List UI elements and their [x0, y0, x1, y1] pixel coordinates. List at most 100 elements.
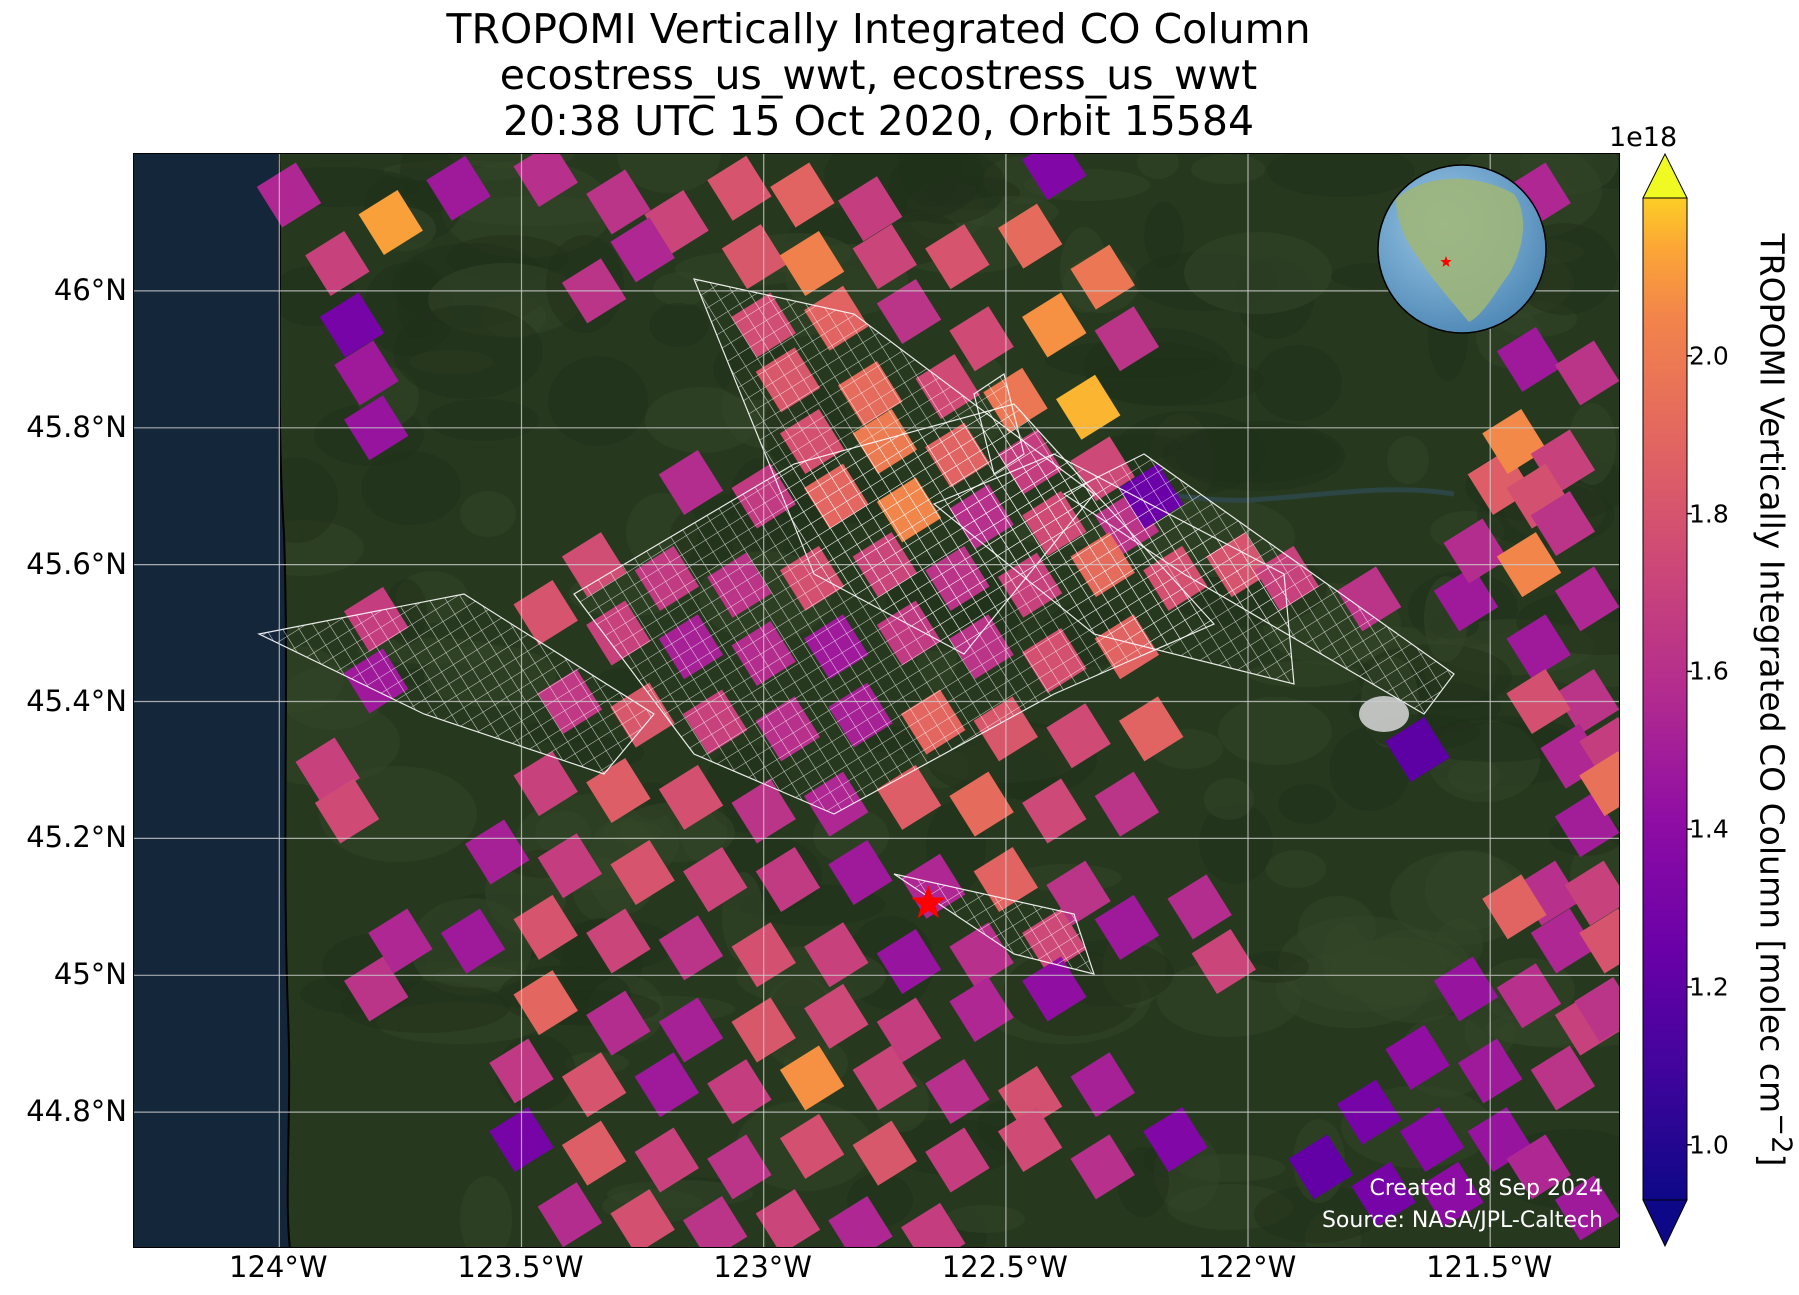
co-pixel — [683, 846, 748, 912]
globe-continent — [1396, 178, 1524, 322]
co-pixel — [755, 1189, 821, 1247]
co-pixel — [876, 929, 942, 995]
co-pixel — [610, 217, 675, 283]
co-pixel — [1443, 518, 1508, 584]
co-pixel — [537, 1182, 603, 1247]
terrain-patch — [548, 356, 648, 446]
terrain-patch — [1199, 802, 1273, 884]
co-pixel — [1496, 326, 1562, 392]
lon-tick-label: 121.5°W — [1426, 1250, 1553, 1284]
co-pixel — [1554, 566, 1619, 632]
co-pixel — [682, 1195, 748, 1247]
co-pixel — [1385, 1024, 1450, 1090]
co-pixel — [852, 1045, 918, 1111]
terrain-patch — [1086, 356, 1264, 406]
footprint-swath — [257, 593, 655, 775]
co-pixel — [1530, 1045, 1596, 1111]
co-pixel — [319, 292, 385, 358]
lat-tick-label: 45.8°N — [26, 409, 127, 444]
co-pixel — [925, 1127, 990, 1193]
co-pixel — [779, 1113, 845, 1179]
site-star-icon[interactable] — [911, 885, 946, 918]
ecostress-footprints — [257, 278, 1455, 975]
co-pixel — [876, 997, 942, 1063]
co-pixel — [1070, 244, 1135, 310]
terrain-patch — [427, 399, 539, 441]
terrain-patch — [1177, 1154, 1285, 1182]
co-pixel — [997, 203, 1063, 269]
map-canvas[interactable] — [134, 154, 1620, 1248]
lat-tick-label: 45.4°N — [26, 683, 127, 718]
colorbar-title: TROPOMI Vertically Integrated CO Column … — [1752, 233, 1798, 1167]
co-pixel — [876, 278, 942, 344]
map-panel[interactable]: Created 18 Sep 2024 Source: NASA/JPL-Cal… — [133, 153, 1620, 1248]
co-pixel — [1070, 1134, 1135, 1200]
co-pixel — [513, 970, 578, 1036]
terrain-patch — [649, 303, 709, 347]
terrain-patch — [460, 1176, 512, 1247]
mount-hood-snow — [1359, 696, 1409, 732]
source-credit: Source: NASA/JPL-Caltech — [1321, 1208, 1603, 1233]
terrain-patch — [393, 305, 543, 399]
co-pixel — [586, 757, 651, 823]
co-pixel — [513, 894, 578, 960]
co-pixel — [1022, 292, 1087, 358]
co-pixel — [1056, 374, 1121, 440]
co-pixel — [1167, 874, 1232, 940]
terrain-patch — [1266, 850, 1326, 888]
co-pixel — [610, 840, 675, 906]
colorbar-tick-label: 1.8 — [1689, 499, 1729, 529]
terrain-patch — [460, 491, 516, 537]
lat-tick-label: 44.8°N — [26, 1094, 127, 1129]
co-pixel — [804, 922, 869, 988]
globe-star-icon — [1440, 256, 1452, 267]
co-pixel — [1022, 956, 1087, 1022]
title-line-1: TROPOMI Vertically Integrated CO Column — [446, 5, 1311, 53]
co-pixel — [1506, 1134, 1571, 1200]
co-pixel — [1419, 1161, 1484, 1227]
co-pixel — [634, 1127, 700, 1193]
co-pixel — [1094, 306, 1160, 372]
co-pixel — [1288, 1134, 1353, 1200]
co-pixel — [358, 189, 423, 255]
co-pixel — [1070, 1052, 1135, 1118]
terrain-patch — [1254, 1185, 1380, 1243]
co-pixel — [1554, 340, 1619, 406]
lon-tick-label: 122.5°W — [941, 1250, 1068, 1284]
terrain-patch — [1387, 436, 1429, 484]
co-pixel — [804, 983, 869, 1049]
colorbar-tick-label: 2.0 — [1689, 341, 1729, 371]
co-pixel — [828, 840, 893, 906]
lat-tick-label: 46°N — [53, 272, 127, 307]
co-pixel — [837, 176, 903, 242]
co-pixel — [1046, 703, 1111, 769]
co-pixel — [901, 1202, 966, 1247]
co-pixel — [513, 580, 578, 646]
co-pixel — [779, 1045, 845, 1111]
lat-tick-label: 45.6°N — [26, 546, 127, 581]
co-pixel — [707, 155, 772, 221]
colorbar-body — [1642, 197, 1688, 1201]
inset-globe — [1377, 164, 1547, 334]
colorbar — [1642, 152, 1692, 1248]
terrain-patch — [1137, 154, 1179, 179]
co-pixel — [537, 833, 603, 899]
co-pixel — [721, 224, 787, 290]
terrain-patch — [1322, 923, 1368, 995]
co-pixel — [852, 224, 917, 290]
co-pixel — [1399, 1106, 1465, 1172]
co-pixel — [586, 990, 651, 1056]
co-pixel — [949, 771, 1014, 837]
title-line-3: 20:38 UTC 15 Oct 2020, Orbit 15584 — [502, 97, 1255, 145]
terrain-patch — [1218, 697, 1332, 765]
terrain-patch — [1184, 232, 1332, 314]
co-pixel — [256, 162, 322, 228]
co-pixel — [1579, 751, 1619, 817]
co-pixel — [1433, 566, 1499, 632]
co-pixel — [658, 764, 724, 830]
co-pixel — [1385, 716, 1450, 782]
co-pixel — [925, 224, 990, 290]
co-pixel — [1351, 1161, 1416, 1227]
co-pixel — [949, 306, 1014, 372]
co-pixel — [305, 230, 370, 296]
